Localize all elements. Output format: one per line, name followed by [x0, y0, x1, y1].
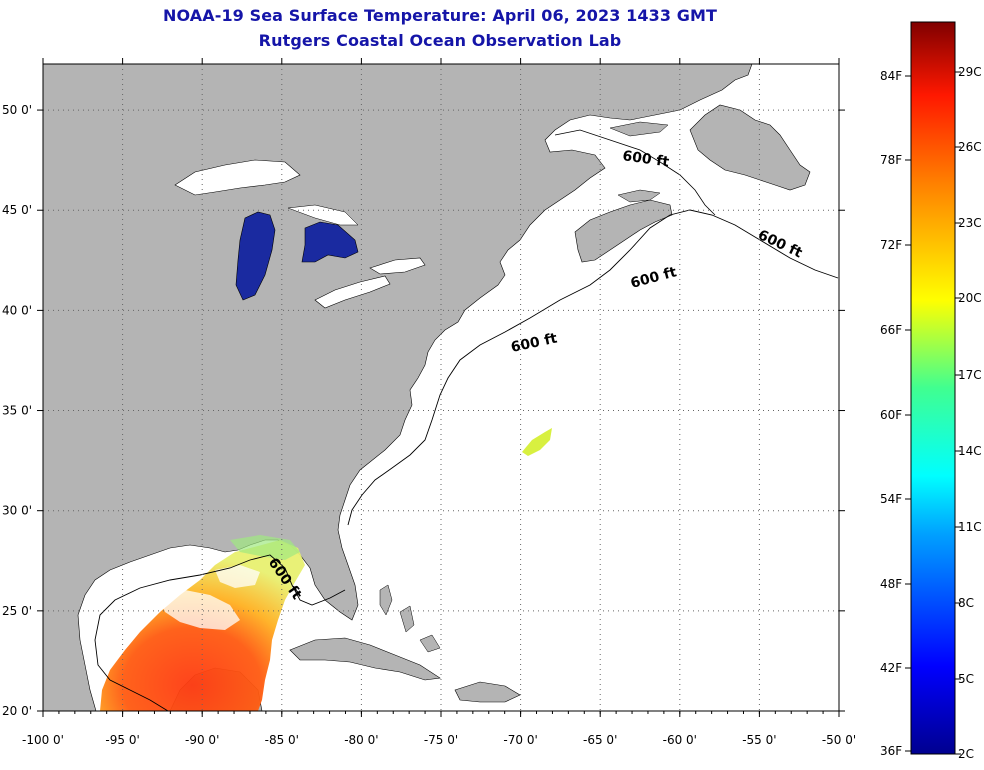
land-pei [617, 189, 661, 203]
contour-600ft-gulf [94, 554, 346, 711]
y-axis: 20 0' 25 0' 30 0' 35 0' 40 0' 45 0' 50 0' [2, 103, 845, 718]
land-hispaniola [454, 681, 521, 703]
colorbar-c-label: 20C [958, 291, 982, 305]
colorbar [910, 21, 956, 755]
lake-huron [301, 221, 359, 263]
x-tick-label: -60 0' [663, 733, 697, 747]
contour-600ft-stlawrence [554, 129, 716, 216]
colorbar-c-label: 29C [958, 65, 982, 79]
lake-michigan [235, 211, 276, 301]
gulf-clouds [160, 565, 260, 630]
colorbar-celsius-labels: 29C 26C 23C 20C 17C 14C 11C 8C 5C 2C [955, 65, 982, 761]
x-tick-label: -75 0' [424, 733, 458, 747]
colorbar-f-label: 48F [880, 577, 902, 591]
lake-ontario [369, 257, 426, 275]
y-tick-label: 20 0' [2, 704, 32, 718]
x-tick-label: -95 0' [105, 733, 139, 747]
colorbar-f-label: 36F [880, 744, 902, 758]
map-title: NOAA-19 Sea Surface Temperature: April 0… [162, 6, 718, 25]
land-anticosti [609, 121, 669, 137]
land-newfoundland [689, 104, 811, 191]
contour-label: 600 ft [621, 148, 670, 170]
x-tick-label: -100 0' [22, 733, 64, 747]
y-tick-label: 40 0' [2, 303, 32, 317]
x-tick-label: -80 0' [344, 733, 378, 747]
x-tick-label: -70 0' [503, 733, 537, 747]
x-axis: -100 0' -95 0' -90 0' -85 0' -80 0' -75 0' -70… [22, 58, 856, 747]
colorbar-c-label: 11C [958, 520, 982, 534]
colorbar-c-label: 26C [958, 140, 982, 154]
contour-600ft-atlantic [347, 209, 839, 526]
colorbar-f-label: 84F [880, 69, 902, 83]
y-tick-label: 50 0' [2, 103, 32, 117]
x-tick-label: -55 0' [742, 733, 776, 747]
colorbar-c-label: 2C [958, 747, 974, 761]
land-cuba [289, 637, 441, 681]
atlantic-sst-patch [522, 428, 552, 456]
colorbar-f-label: 54F [880, 492, 902, 506]
y-tick-label: 35 0' [2, 404, 32, 418]
colorbar-f-label: 60F [880, 408, 902, 422]
lake-erie [314, 275, 391, 309]
lake-huron-georgian [287, 204, 359, 226]
x-tick-label: -85 0' [265, 733, 299, 747]
y-tick-label: 45 0' [2, 203, 32, 217]
colorbar-f-label: 78F [880, 153, 902, 167]
colorbar-c-label: 8C [958, 596, 974, 610]
x-tick-label: -50 0' [822, 733, 856, 747]
colorbar-f-label: 66F [880, 323, 902, 337]
colorbar-c-label: 17C [958, 368, 982, 382]
colorbar-f-label: 42F [880, 661, 902, 675]
map-subtitle: Rutgers Coastal Ocean Observation Lab [258, 31, 622, 50]
colorbar-c-label: 5C [958, 672, 974, 686]
x-tick-label: -65 0' [583, 733, 617, 747]
colorbar-c-label: 23C [958, 216, 982, 230]
gulf-cool-band [230, 535, 300, 560]
colorbar-c-label: 14C [958, 444, 982, 458]
land-bahamas [379, 584, 441, 653]
colorbar-fahrenheit-labels: 84F 78F 72F 66F 60F 54F 48F 42F 36F [880, 69, 911, 758]
x-tick-label: -90 0' [185, 733, 219, 747]
land-nova-scotia [574, 199, 673, 263]
lake-superior [174, 159, 301, 196]
land-north-america [43, 64, 753, 711]
y-tick-label: 25 0' [2, 604, 32, 618]
colorbar-f-label: 72F [880, 238, 902, 252]
y-tick-label: 30 0' [2, 504, 32, 518]
